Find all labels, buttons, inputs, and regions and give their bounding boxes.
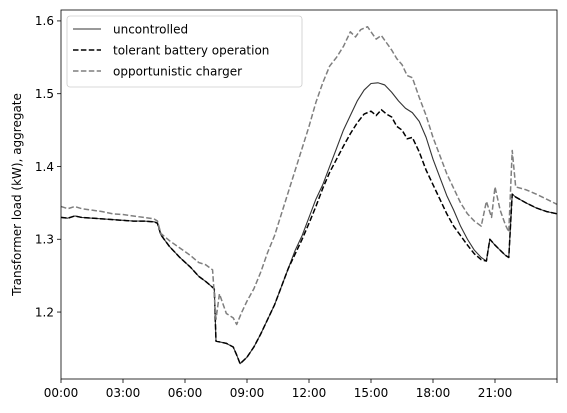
x-tick-label: 00:00 xyxy=(44,386,79,400)
legend-label-1: uncontrolled xyxy=(113,22,188,36)
x-tick-label: 09:00 xyxy=(230,386,265,400)
legend-box xyxy=(66,15,303,88)
y-tick-label: 1.4 xyxy=(35,160,54,174)
y-axis: 1.2 1.3 1.4 1.5 1.6 xyxy=(35,14,61,319)
y-axis-label: Transformer load (kW), aggregate xyxy=(10,93,24,297)
x-tick-label: 06:00 xyxy=(168,386,203,400)
x-tick-label: 03:00 xyxy=(106,386,141,400)
x-tick-label: 21:00 xyxy=(478,386,513,400)
legend-label-3: opportunistic charger xyxy=(113,64,242,78)
x-tick-label: 18:00 xyxy=(416,386,451,400)
y-tick-label: 1.6 xyxy=(35,14,54,28)
series-line-3 xyxy=(61,25,557,326)
x-tick-label: 15:00 xyxy=(354,386,389,400)
series-layer xyxy=(61,25,557,365)
y-tick-label: 1.2 xyxy=(35,305,54,319)
x-axis: 00:00 03:00 06:00 09:00 12:00 15:00 18:00 21:00 xyxy=(44,379,558,400)
legend: uncontrolled tolerant battery operation op… xyxy=(66,15,303,88)
y-tick-label: 1.3 xyxy=(35,233,54,247)
legend-label-2: tolerant battery operation xyxy=(113,43,269,57)
x-tick-label: 12:00 xyxy=(292,386,327,400)
y-tick-label: 1.5 xyxy=(35,87,54,101)
series-line-2 xyxy=(61,108,557,365)
